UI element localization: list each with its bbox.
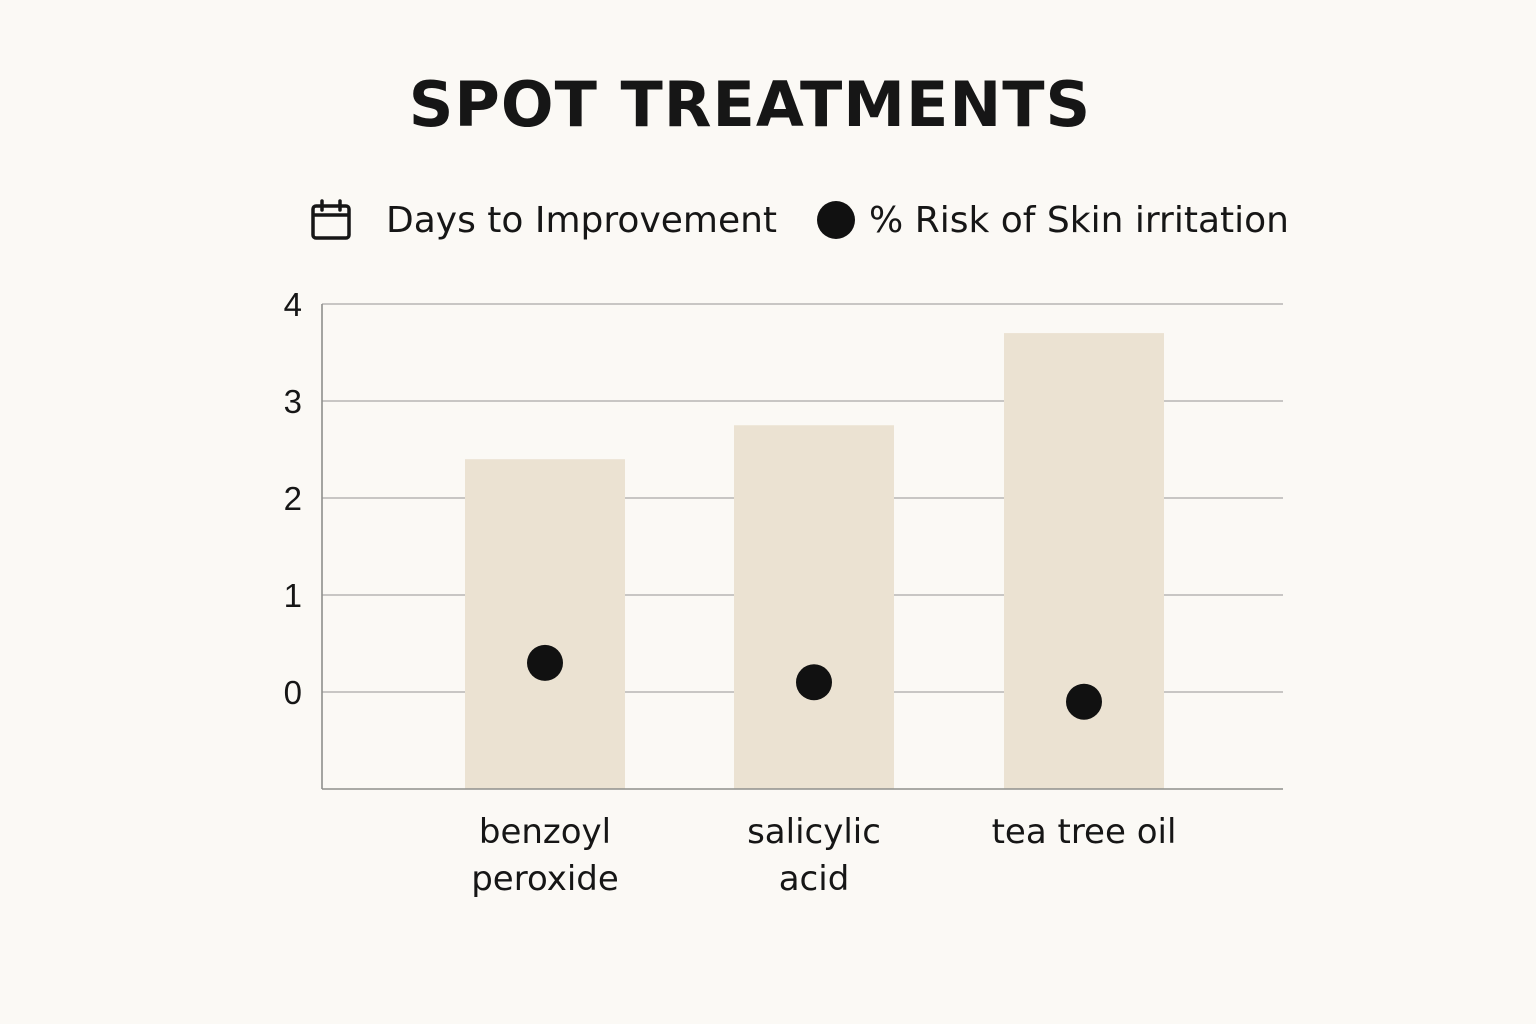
bar — [1004, 333, 1164, 789]
legend-item-risk-of-skin-irritation: % Risk of Skin irritation — [817, 200, 1289, 241]
y-tick-label: 0 — [284, 674, 302, 711]
y-tick-label: 4 — [284, 286, 302, 323]
legend: Days to Improvement % Risk of Skin irrit… — [310, 190, 1289, 250]
scatter-point — [527, 644, 563, 681]
y-tick-label: 2 — [284, 480, 302, 517]
legend-label-days-to-improvement: Days to Improvement — [386, 199, 778, 241]
scatter-point — [1066, 683, 1102, 720]
x-tick-label: acid — [779, 859, 850, 899]
y-tick-label: 1 — [284, 577, 302, 614]
x-tick-label: salicylic — [747, 812, 881, 852]
x-tick-label: peroxide — [471, 859, 619, 899]
chart-title: SPOT TREATMENTS — [408, 68, 1092, 141]
y-tick-label: 3 — [284, 383, 302, 420]
calendar-icon — [310, 199, 352, 241]
legend-item-days-to-improvement: Days to Improvement — [310, 199, 777, 241]
bar — [465, 459, 625, 789]
x-tick-label: tea tree oil — [992, 812, 1177, 852]
scatter-point — [796, 664, 832, 701]
legend-label-risk-of-skin-irritation: % Risk of Skin irritation — [869, 199, 1289, 241]
bar — [734, 425, 894, 789]
dot-icon — [817, 201, 856, 239]
x-tick-label: benzoyl — [479, 812, 611, 852]
